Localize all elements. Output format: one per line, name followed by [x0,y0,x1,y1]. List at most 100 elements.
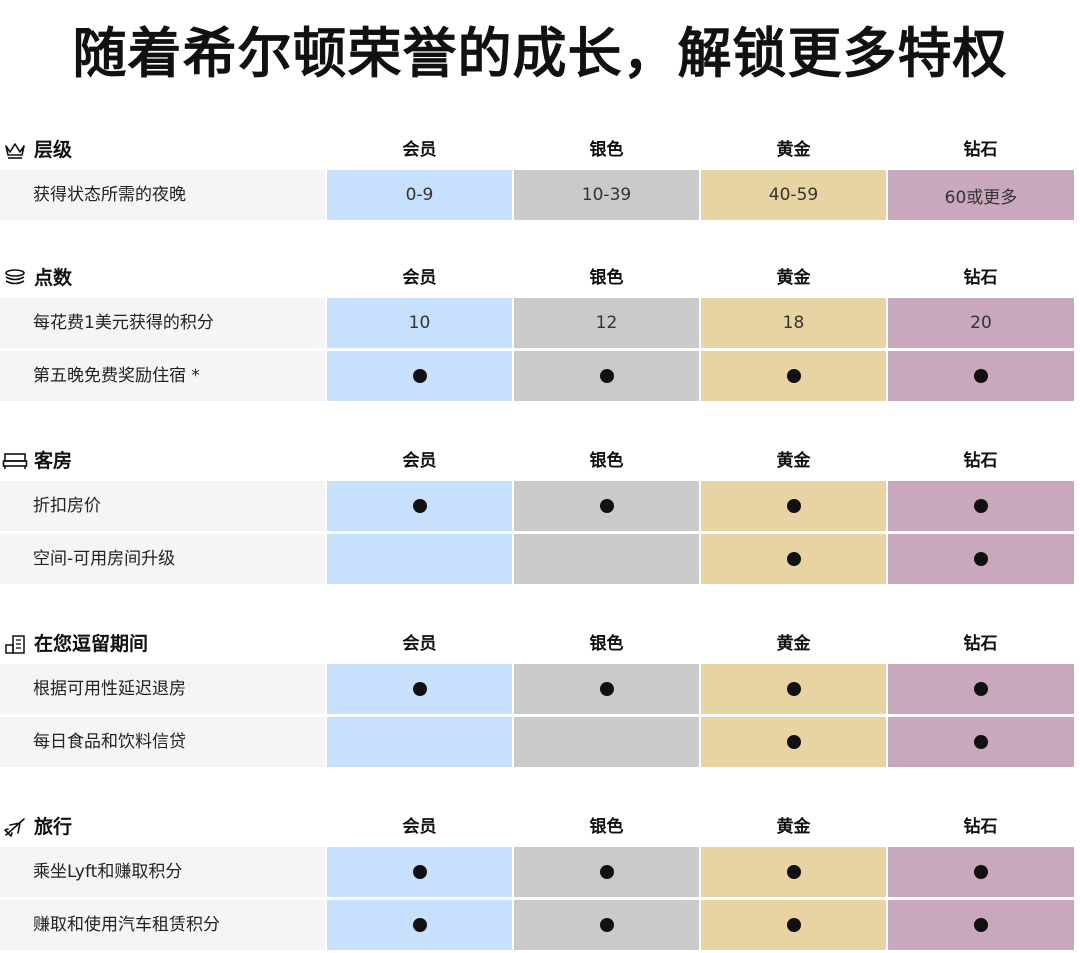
included-dot-icon [974,865,988,879]
cell-member [327,847,512,897]
cell-diamond [888,351,1074,401]
included-dot-icon [974,552,988,566]
cell-gold [701,847,886,897]
table-row: 每花费1美元获得的积分 10 12 18 20 [0,298,1080,348]
included-dot-icon [412,918,427,932]
table-row: 赚取和使用汽车租赁积分 [0,900,1080,950]
row-label: 每花费1美元获得的积分 [0,298,325,348]
tier-header-gold: 黄金 [776,451,811,471]
cell-silver [514,847,699,897]
table-row: 折扣房价 [0,481,1080,531]
row-label: 获得状态所需的夜晚 [0,170,325,220]
included-dot-icon [599,682,614,696]
tier-header-silver: 银色 [589,634,624,654]
included-dot-icon [599,499,614,513]
section-title: 客房 [34,450,73,472]
included-dot-icon [786,918,801,932]
tier-header-member: 会员 [402,140,437,160]
cell-gold [701,717,886,767]
plane-icon [2,815,28,839]
cell-diamond: 60或更多 [888,170,1074,220]
section-header: 在您逗留期间 会员 银色 黄金 钻石 [0,624,1080,664]
tier-header-gold: 黄金 [776,268,811,288]
included-dot-icon [974,369,988,383]
included-dot-icon [786,499,801,513]
included-dot-icon [412,369,427,383]
cell-silver: 10-39 [514,170,699,220]
included-dot-icon [786,552,801,566]
cell-gold [701,664,886,714]
table-row: 空间-可用房间升级 [0,534,1080,584]
tier-header-gold: 黄金 [776,634,811,654]
row-label: 第五晚免费奖励住宿 * [0,351,325,401]
included-dot-icon [599,865,614,879]
section-header: 点数 会员 银色 黄金 钻石 [0,258,1080,298]
section-travel: 旅行 会员 银色 黄金 钻石 乘坐Lyft和赚取积分 赚取和使用汽车租赁积分 [0,807,1080,953]
cell-silver [514,717,699,767]
cell-silver [514,481,699,531]
cell-diamond [888,900,1074,950]
included-dot-icon [974,682,988,696]
table-row: 根据可用性延迟退房 [0,664,1080,714]
table-row: 乘坐Lyft和赚取积分 [0,847,1080,897]
cell-member [327,481,512,531]
section-points: 点数 会员 银色 黄金 钻石 每花费1美元获得的积分 10 12 18 20 第… [0,258,1080,404]
cell-gold: 18 [701,298,886,348]
cell-diamond [888,664,1074,714]
tier-header-silver: 银色 [589,140,624,160]
tier-header-member: 会员 [402,451,437,471]
cell-silver [514,351,699,401]
cell-silver [514,534,699,584]
cell-silver [514,900,699,950]
cell-member [327,717,512,767]
row-label: 乘坐Lyft和赚取积分 [0,847,325,897]
cell-member [327,351,512,401]
tier-header-silver: 银色 [589,817,624,837]
included-dot-icon [599,369,614,383]
bed-icon [2,449,28,473]
page-title: 随着希尔顿荣誉的成长，解锁更多特权 [72,22,1008,85]
included-dot-icon [786,682,801,696]
section-header: 旅行 会员 银色 黄金 钻石 [0,807,1080,847]
tier-header-member: 会员 [402,268,437,288]
row-label: 空间-可用房间升级 [0,534,325,584]
included-dot-icon [974,499,988,513]
cell-member [327,664,512,714]
cell-member [327,900,512,950]
included-dot-icon [786,865,801,879]
cell-gold [701,534,886,584]
tier-header-silver: 银色 [589,451,624,471]
included-dot-icon [786,735,801,749]
included-dot-icon [974,918,988,932]
tier-header-silver: 银色 [589,268,624,288]
tier-header-diamond: 钻石 [963,451,998,471]
table-row: 第五晚免费奖励住宿 * [0,351,1080,401]
cell-gold [701,481,886,531]
cell-member: 10 [327,298,512,348]
crown-icon [2,138,28,162]
cell-gold: 40-59 [701,170,886,220]
cell-diamond [888,717,1074,767]
tier-header-gold: 黄金 [776,817,811,837]
row-label: 折扣房价 [0,481,325,531]
tier-header-member: 会员 [402,817,437,837]
cell-diamond [888,534,1074,584]
cell-member [327,534,512,584]
included-dot-icon [974,735,988,749]
cell-silver: 12 [514,298,699,348]
section-header: 层级 会员 银色 黄金 钻石 [0,130,1080,170]
included-dot-icon [599,918,614,932]
cell-silver [514,664,699,714]
tier-header-diamond: 钻石 [963,268,998,288]
cell-gold [701,900,886,950]
tier-header-diamond: 钻石 [963,140,998,160]
section-tier: 层级 会员 银色 黄金 钻石 获得状态所需的夜晚 0-9 10-39 40-59… [0,130,1080,223]
included-dot-icon [786,369,801,383]
table-row: 获得状态所需的夜晚 0-9 10-39 40-59 60或更多 [0,170,1080,220]
row-label: 每日食品和饮料信贷 [0,717,325,767]
included-dot-icon [412,499,427,513]
table-row: 每日食品和饮料信贷 [0,717,1080,767]
tier-header-diamond: 钻石 [963,634,998,654]
included-dot-icon [412,865,427,879]
section-title: 点数 [34,267,73,289]
